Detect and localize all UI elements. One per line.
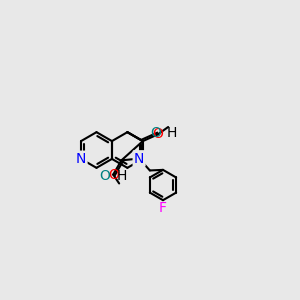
Text: N: N (134, 152, 144, 166)
Text: H: H (116, 169, 127, 183)
Text: N: N (76, 152, 86, 166)
Text: O: O (150, 126, 161, 140)
Text: O: O (99, 169, 110, 183)
Text: F: F (159, 201, 167, 214)
Text: H: H (167, 126, 177, 140)
Text: O: O (152, 128, 163, 141)
Text: O: O (108, 167, 119, 182)
